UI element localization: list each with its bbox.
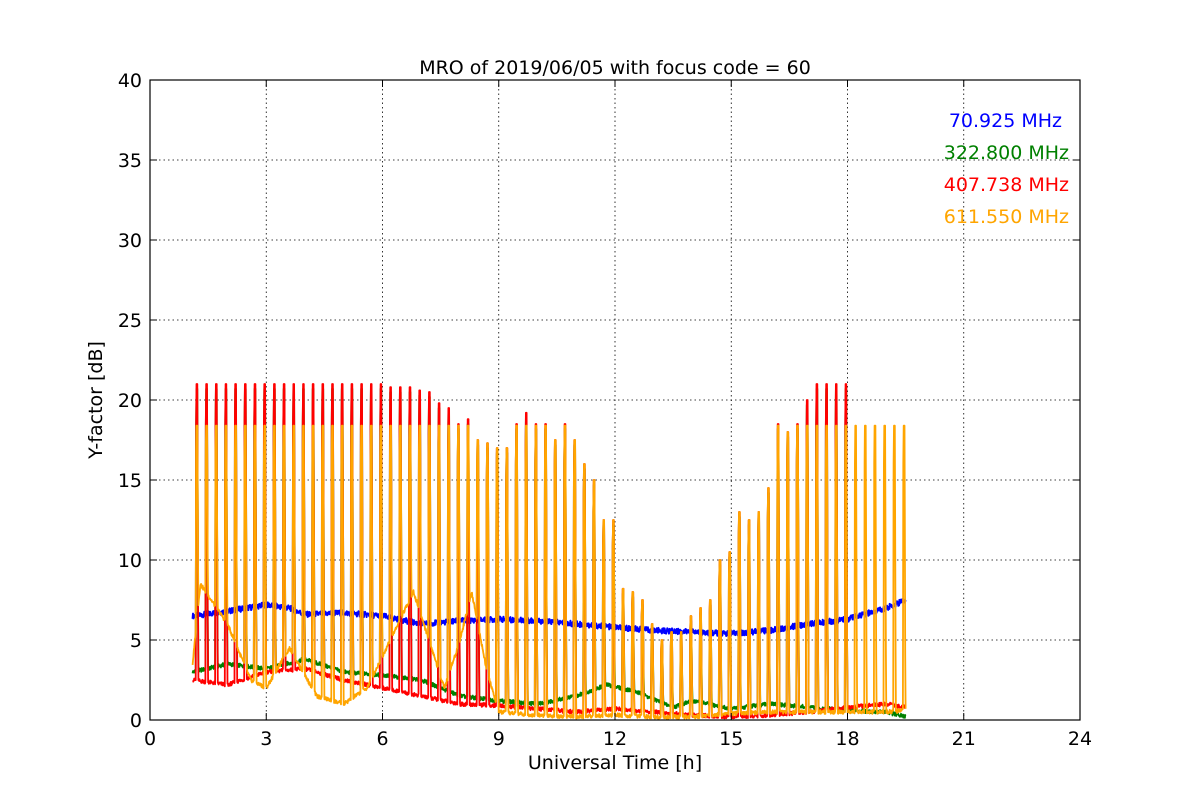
x-tick-label: 21	[952, 728, 976, 750]
axis-ticks: 0 3 6 9 12 15 18 21 24 0 5 10 15 20 25 30 35 40	[118, 70, 1092, 750]
y-tick-label: 15	[118, 470, 142, 492]
legend-entry: 611.550 MHz	[944, 206, 1069, 228]
plot-area	[191, 383, 907, 720]
y-tick-label: 40	[118, 70, 142, 92]
grid-lines	[150, 80, 1080, 720]
x-tick-label: 15	[719, 728, 743, 750]
x-axis-label: Universal Time [h]	[528, 752, 702, 774]
y-axis-label: Y-factor [dB]	[85, 341, 107, 460]
x-tick-label: 24	[1068, 728, 1092, 750]
legend-entry: 407.738 MHz	[944, 174, 1069, 196]
x-tick-label: 0	[144, 728, 156, 750]
x-tick-label: 6	[376, 728, 388, 750]
y-tick-label: 30	[118, 230, 142, 252]
y-tick-label: 0	[130, 710, 142, 732]
x-tick-label: 12	[603, 728, 627, 750]
x-tick-label: 3	[260, 728, 272, 750]
legend-entry: 322.800 MHz	[944, 142, 1069, 164]
y-tick-label: 35	[118, 150, 142, 172]
y-tick-label: 5	[130, 630, 142, 652]
x-tick-label: 18	[835, 728, 859, 750]
y-tick-label: 25	[118, 310, 142, 332]
series-611550-line	[191, 424, 907, 720]
y-tick-label: 10	[118, 550, 142, 572]
legend: 70.925 MHz 322.800 MHz 407.738 MHz 611.550 …	[944, 110, 1069, 228]
y-tick-label: 20	[118, 390, 142, 412]
x-tick-label: 9	[493, 728, 505, 750]
chart-title: MRO of 2019/06/05 with focus code = 60	[419, 57, 811, 79]
legend-entry: 70.925 MHz	[949, 110, 1062, 132]
